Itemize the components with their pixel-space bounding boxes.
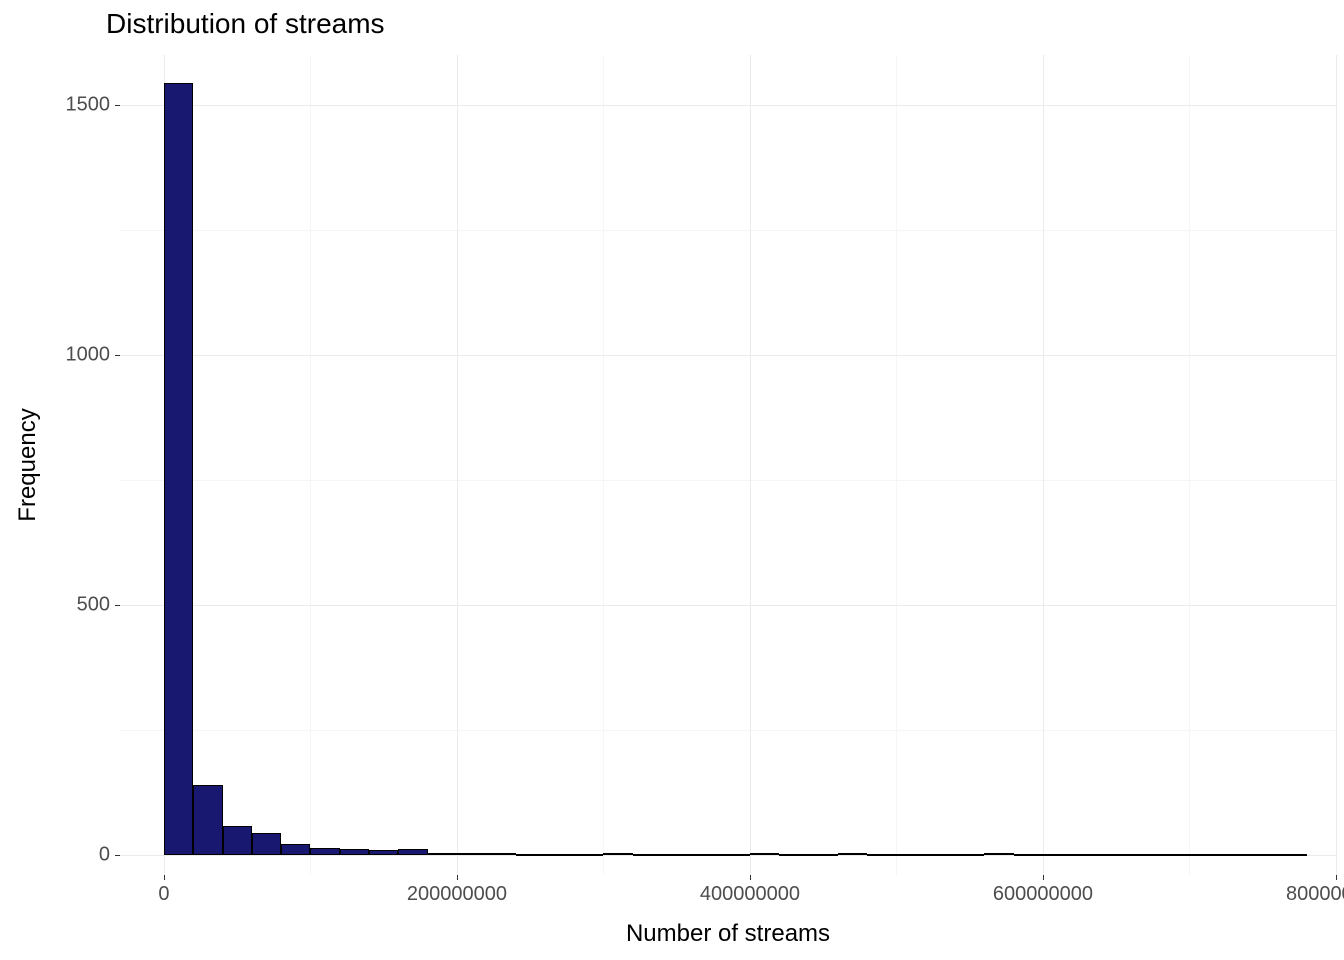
histogram-bar: [369, 850, 398, 855]
histogram-bar: [310, 848, 339, 855]
histogram-bar: [1014, 854, 1043, 856]
histogram-bar: [867, 854, 896, 856]
histogram-bar: [1102, 854, 1131, 856]
chart-title: Distribution of streams: [106, 8, 385, 40]
x-tick-label: 200000000: [407, 883, 507, 906]
grid-major-h: [120, 355, 1336, 356]
histogram-bar: [984, 853, 1013, 855]
grid-minor-v: [310, 55, 311, 875]
grid-minor-v: [1189, 55, 1190, 875]
x-tick-mark: [750, 875, 751, 880]
histogram-bar: [164, 83, 193, 856]
histogram-bar: [193, 785, 222, 855]
x-tick-label: 400000000: [700, 883, 800, 906]
histogram-bar: [721, 854, 750, 856]
grid-major-h: [120, 105, 1336, 106]
histogram-bar: [603, 853, 632, 856]
x-tick-mark: [1336, 875, 1337, 880]
x-tick-mark: [164, 875, 165, 880]
y-axis-label: Frequency: [14, 408, 42, 521]
histogram-bar: [340, 849, 369, 855]
grid-major-v: [1336, 55, 1337, 875]
grid-major-v: [1043, 55, 1044, 875]
histogram-bar: [1248, 854, 1277, 856]
histogram-bar: [1189, 854, 1218, 856]
histogram-bar: [1043, 854, 1072, 856]
x-tick-label: 800000000: [1286, 883, 1344, 906]
grid-minor-h: [120, 730, 1336, 731]
grid-minor-v: [603, 55, 604, 875]
histogram-bar: [955, 854, 984, 856]
y-tick-mark: [115, 855, 120, 856]
histogram-bar: [486, 853, 515, 855]
histogram-bar: [516, 854, 545, 856]
grid-minor-h: [120, 480, 1336, 481]
histogram-bar: [809, 854, 838, 856]
histogram-bar: [896, 854, 925, 856]
histogram-bar: [1277, 854, 1306, 856]
y-tick-mark: [115, 105, 120, 106]
grid-minor-h: [120, 230, 1336, 231]
histogram-bar: [1160, 854, 1189, 856]
histogram-bar: [428, 853, 457, 856]
histogram-bar: [633, 854, 662, 856]
y-tick-label: 500: [77, 594, 110, 617]
x-tick-label: 600000000: [993, 883, 1093, 906]
histogram-bar: [1072, 854, 1101, 856]
grid-major-v: [457, 55, 458, 875]
chart-container: Distribution of streams Frequency Number…: [0, 0, 1344, 960]
x-tick-label: 0: [158, 883, 169, 906]
histogram-bar: [281, 844, 310, 855]
grid-major-h: [120, 605, 1336, 606]
histogram-bar: [252, 833, 281, 856]
histogram-bar: [223, 826, 252, 855]
x-tick-mark: [1043, 875, 1044, 880]
y-tick-label: 1000: [66, 344, 111, 367]
histogram-bar: [574, 854, 603, 856]
y-tick-label: 0: [99, 844, 110, 867]
histogram-bar: [398, 849, 427, 855]
histogram-bar: [1131, 854, 1160, 856]
histogram-bar: [545, 854, 574, 856]
plot-area: [120, 55, 1336, 875]
histogram-bar: [926, 854, 955, 856]
x-axis-label: Number of streams: [626, 920, 830, 948]
histogram-bar: [691, 854, 720, 856]
y-tick-label: 1500: [66, 94, 111, 117]
grid-minor-v: [896, 55, 897, 875]
histogram-bar: [750, 853, 779, 856]
y-tick-mark: [115, 355, 120, 356]
x-tick-mark: [457, 875, 458, 880]
grid-major-v: [750, 55, 751, 875]
histogram-bar: [838, 853, 867, 855]
histogram-bar: [662, 854, 691, 856]
histogram-bar: [779, 854, 808, 856]
y-tick-mark: [115, 605, 120, 606]
histogram-bar: [457, 853, 486, 855]
histogram-bar: [1219, 854, 1248, 856]
